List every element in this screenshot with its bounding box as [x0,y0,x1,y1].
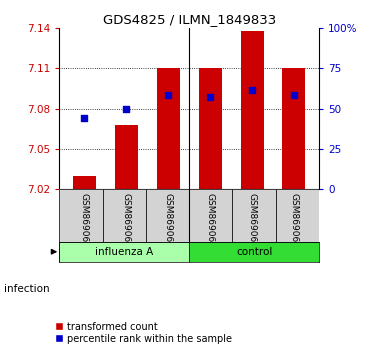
Bar [233,189,276,241]
Text: GSM869068: GSM869068 [289,193,298,248]
Bar [189,241,319,262]
Text: infection: infection [4,284,49,293]
Bar [146,189,189,241]
Text: GSM869064: GSM869064 [206,193,215,248]
Bar [198,68,222,189]
Bar [189,189,233,241]
Point [82,115,88,121]
Point [124,106,129,112]
Text: GSM869069: GSM869069 [164,193,173,248]
Legend: transformed count, percentile rank within the sample: transformed count, percentile rank withi… [53,320,234,346]
Bar [73,176,96,189]
Text: GSM869067: GSM869067 [122,193,131,248]
Bar [240,31,263,189]
Point [249,87,255,93]
Title: GDS4825 / ILMN_1849833: GDS4825 / ILMN_1849833 [103,13,276,26]
Bar [157,68,180,189]
Bar [276,189,319,241]
Point [207,94,213,99]
Bar [59,189,103,241]
Text: influenza A: influenza A [95,247,154,257]
Point [291,92,297,98]
Text: control: control [236,247,272,257]
Bar [103,189,146,241]
Text: GSM869065: GSM869065 [80,193,89,248]
Bar [282,68,305,189]
Bar [59,241,189,262]
Text: GSM869066: GSM869066 [247,193,256,248]
Bar [115,125,138,189]
Point [165,92,171,98]
